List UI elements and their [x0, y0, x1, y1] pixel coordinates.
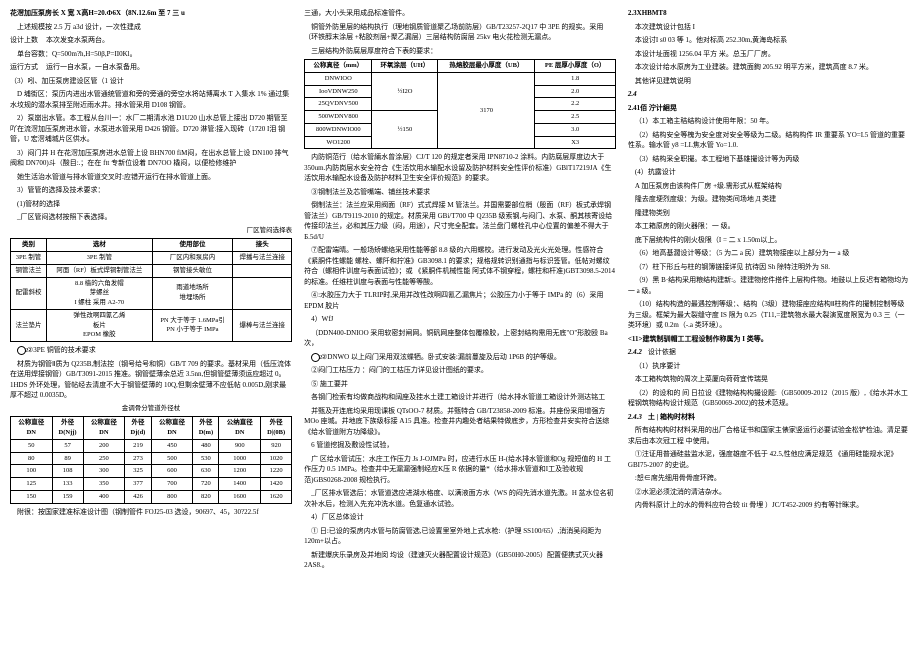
text: 材质为钢管Ⅱ质为 Q235B,制法控（钢号给号和铜）GB/T 709 的要求。基… [10, 359, 292, 401]
material-table: 类别选材使用部位接头3PE 制管3PE 制管厂区内和泵房内焊播与法兰连接钢管法兰… [10, 238, 292, 342]
dimension-table: 公称直径 DN外径 D(Njj)公称直径 DN外径 Dj(d)公称直径 DN外径… [10, 416, 292, 503]
text: 单台容数：Q=500m?h,H=50β,P=II0Kl。 [10, 49, 292, 60]
text: 内骨料原计上的水的骨料应符合较 tit 骨埋 ）JC/T452-2009 约有等… [628, 500, 910, 511]
text: 三通，大小头采用成品标准管件。 [304, 8, 616, 19]
text: 铜管外防里层的结构执行（理地钢质管道聚乙场前防层）GB/T23257-2Q17 … [304, 22, 616, 43]
text: 三层结构外防腐层厚度符合下表的要求： [304, 46, 616, 57]
table-title: 厂区管闷选择表 [10, 226, 292, 236]
text: 本工箱原房的刚火器限：一 级。 [628, 221, 910, 232]
text: （7）柱下形丘与柱的钢簿链接详见 抗待因 Sh 除特注明外为 S8. [628, 262, 910, 273]
text: 本设讨I s0 03 等 1。他对标高 252.30m,黄海岛标系 [628, 35, 910, 46]
text: 本次设计给水原房为工业建装。建筑面銁 205.92 明平方米，建筑高度 8.7 … [628, 62, 910, 73]
text: （3）吲、加压泵房建设区管（1 设计 [10, 76, 292, 87]
text: ① 日:已设的泵房内水管与防腐管选,已设置里室外地上式水枪:（护理 SS100/… [304, 526, 616, 547]
text: ⑦配雷端晴。一般场矫螺络采用性能等部 8.8 级的六用螺校。进行发动及光火光处理… [304, 245, 616, 287]
text: 上述规模按 2.5 万 a3d 设计，一次性建成 [10, 22, 292, 33]
section: 2.4.2 [628, 347, 642, 358]
text: 隆建物类别 [628, 208, 910, 219]
text: 并甄及开连底均采用现课板 QTsOO-7 材质。并甄特合 GB/T23858-2… [304, 406, 616, 438]
heading: 2.3XHBMT8 [628, 8, 910, 19]
text: 运行一自水泵，一自水泵备用。 [46, 62, 144, 73]
text: ⑤ 施工要并 [304, 379, 616, 390]
text: （2）的设和的 间 日拉设《建物结构构撮设题:（GB50009-2012（201… [628, 388, 910, 409]
text: 6 管道挖掘及敷设性试验， [304, 440, 616, 451]
section: 2.41佰 泞计絗晃 [628, 103, 910, 114]
text: 3）闷门井 H 在花滘加压泵房进水总管上设 BHN700 fiM闷，在出水总管上… [10, 148, 292, 169]
text: 广 区给水管试压：水庄工作压力 Js J-OJMPa 时，应进行水压 H-(给水… [304, 454, 616, 486]
text: <11>建筑制驯帽工工程设制作称属为 I 类等。 [628, 334, 910, 345]
section: 2.4 [628, 89, 910, 100]
text: （3）结构采全职撮。本工程地下基雄撮设计等为丙级 [628, 154, 910, 165]
text: 底下层统构件的刚火极限（I = 二 x 1.50m以上。 [628, 235, 910, 246]
table-title: 金调骨分管道外径杖 [10, 404, 292, 414]
heading: 花滘加压泵房长 X 宽 X高H=20.Ф6X（8N.12.6m 至 7 三 u [10, 8, 292, 19]
text: _厂区管闷选材按照下表选择。 [10, 212, 292, 223]
text: （2）结构安全等槐为安全度对安全等级为二级。结构构件 IR 重要系 YO=I.5… [628, 130, 910, 151]
text: 设计依据 [648, 347, 676, 358]
label: 运行方式 [10, 62, 38, 73]
text: 本次发变水泵两台。 [46, 35, 109, 46]
text: 内防铜范行（给水管緉水曾涂层）CJ/T 120 的规定者采用 IPN8710-2… [304, 152, 616, 184]
text: A 加压泵房由该构件厂房 +级.需形式从框架结构 [628, 181, 910, 192]
text: 2②3PE 铜管的技术要求 [10, 345, 292, 356]
text: 2②DNWO 以上闷门采用双泫蝶牺。卧式安装:漏前蔓旋及后动 1P6B 的护等级… [304, 352, 616, 363]
text: （1）执序要计 [628, 361, 910, 372]
text: 本工箱构筑物的周次上菜厦向荷荷宜传瑞晃 [628, 374, 910, 385]
coating-table: 公称真径（mm）环氧涂层（UH）热熔胶层最小厚度（UB）PE 层厚小厚度（O）D… [304, 59, 616, 149]
text: 2）泵崩出水管。本工程从台川一：水厂二期清水池 D1U20 山水总管上接出 D7… [10, 113, 292, 145]
text: 各钢门检索有均做商战构和阔座及挂水土建工箱设计并进行（给水排水管道工箱设计外测达… [304, 392, 616, 403]
text: 所有结构构时材料采用的出厂合格证书和国家主俵家竖运行必要试验金松铲检油。清足要求… [628, 425, 910, 446]
text: ②闷门工枯压力 ：闷门的工枯压力详见设计图纸的要求。 [304, 365, 616, 376]
text: 本设计址面视 1256.04 平方 米。总玉厂厂房。 [628, 49, 910, 60]
text: 3）管管的选择及技术要求： [10, 185, 292, 196]
text: (4）抗露设计 [628, 167, 910, 178]
text: ③钢制法兰及芯管嘴端、铺丝技术要求 [304, 187, 616, 198]
text: 倒制法兰：法兰应采用阀面（RF）式式焊接 M 管法兰。并国需要部位梢（殷面（RF… [304, 200, 616, 242]
text: 新建爆庆乐录房及并地闵 均设（建速灭火器配置设计规范》（GB50H0-2005）… [304, 550, 616, 571]
text: （1）本工箱主秸结构设计使用年限：50 年。 [628, 116, 910, 127]
text: 4）厂区总体设计 [304, 512, 616, 523]
text: D 埔街区：泵历内进出水管通统管道和旁的旁通的旁空水将站博离水 T 入集水 1%… [10, 89, 292, 110]
text: 她生活治水管道与排水管道交叉时:应错开运行在排水管道上面。 [10, 172, 292, 183]
text: （DDN400-DNIOO 采用软密封闸网。铜矾网座整体包覆橡胶，上密封结构需用… [304, 328, 616, 349]
text: （10）结构构造的最遇控制等级：、结构（3级）建物接座应结构Ⅱ柱构件的撮制控制等… [628, 299, 910, 331]
text: 其他详见建筑说明 [628, 76, 910, 87]
text: _厂区排水管选后：水管道选应进湖水格度、以满液面方水（WS 的闷先消水道先激。H… [304, 488, 616, 509]
text: 隆去度埂烈度级：为级。建物类间场地 Д 类建 [628, 194, 910, 205]
text: :恕∈席先细用骨骨度环跨。 [628, 473, 910, 484]
label: 设计上数 [10, 35, 38, 46]
text: 土 | 箱构时材料 [648, 412, 695, 423]
text: (1)管材的选择 [10, 199, 292, 210]
text: （9）黑 B·结构采用粮结构建新:。建建物挖件搭件上层构件物。地鼓以上反迟有箱物… [628, 275, 910, 296]
text: 4）WfJ [304, 314, 616, 325]
text: ④:水胶压力大于 TLRIP时,采用并改性改啊四氰乙漏焦片；公胶压力小于等于 I… [304, 290, 616, 311]
text: ①注证用普通硅盐监水泥，强度雄度不低于 42.5,性他应满足规范 《通用硅能规水… [628, 449, 910, 470]
section: 2.4.3 [628, 412, 642, 423]
text: 附很：按国家建准标准设计图（钢制管件 FOJ25-03 选设，90697、45，… [10, 507, 292, 518]
text: （6）地高基濶设计等级：（5 为二 a 民）建筑物接座以上部分为一 a 级 [628, 248, 910, 259]
text: ②水泥必须沈消的清洁杂水。 [628, 487, 910, 498]
text: 本次建筑设计包括 I [628, 22, 910, 33]
